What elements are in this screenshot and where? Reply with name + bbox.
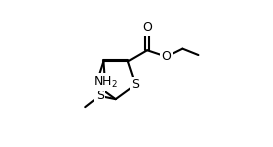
Text: O: O: [161, 50, 171, 63]
Text: NH$_2$: NH$_2$: [93, 75, 117, 90]
Text: S: S: [132, 78, 140, 91]
Text: O: O: [142, 21, 152, 34]
Text: N: N: [91, 78, 100, 91]
Text: S: S: [96, 89, 104, 102]
